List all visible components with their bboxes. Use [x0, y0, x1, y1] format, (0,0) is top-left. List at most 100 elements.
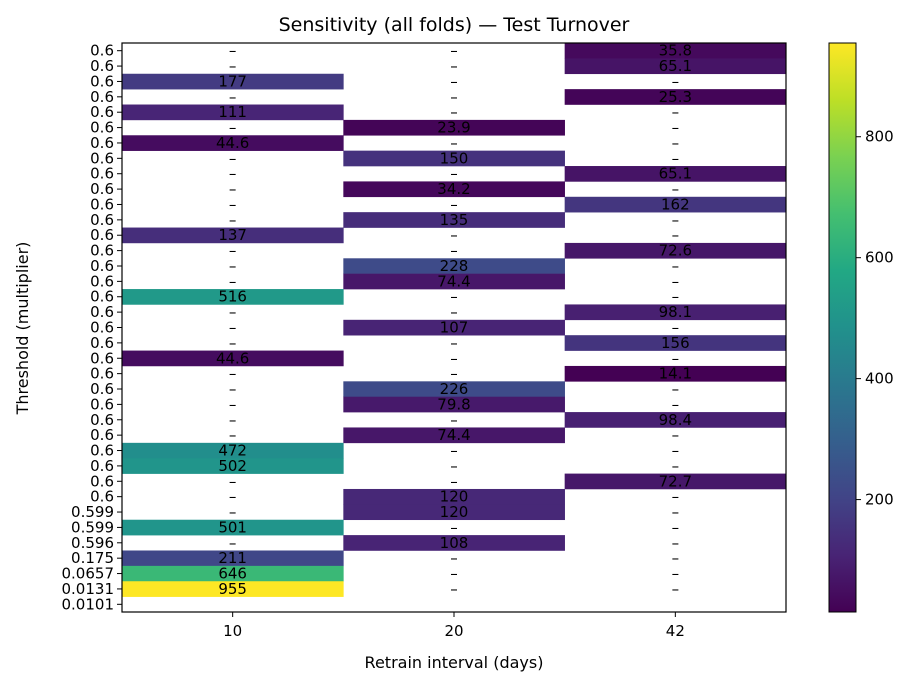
cell-missing-label: – [229, 319, 237, 337]
heatmap-cell [122, 519, 344, 536]
cell-missing-label: – [450, 442, 458, 460]
cell-missing-label: – [229, 211, 237, 229]
y-tick-label: 0.6 [90, 334, 114, 352]
cell-value-label: 72.7 [659, 472, 692, 490]
y-tick-label: 0.6 [90, 180, 114, 198]
colorbar-tick-label: 600 [865, 249, 894, 267]
y-tick-label: 0.6 [90, 88, 114, 106]
y-tick-label: 0.6 [90, 365, 114, 383]
cell-missing-label: – [229, 180, 237, 198]
cell-value-label: 44.6 [216, 134, 249, 152]
cell-missing-label: – [450, 549, 458, 567]
y-tick-label: 0.6 [90, 395, 114, 413]
cell-missing-label: – [450, 42, 458, 60]
heatmap-cell [343, 535, 565, 551]
heatmap-cell [122, 135, 344, 151]
heatmap-cell [564, 365, 787, 382]
heatmap-cell [343, 150, 565, 167]
heatmap-cell [564, 166, 787, 182]
cell-value-label: 74.4 [437, 272, 470, 290]
cell-missing-label: – [450, 134, 458, 152]
heatmap-cell [564, 43, 787, 59]
cell-missing-label: – [229, 534, 237, 552]
heatmap-cell [564, 412, 787, 428]
y-tick-label: 0.6 [90, 226, 114, 244]
cell-missing-label: – [229, 488, 237, 506]
cell-value-label: 472 [218, 442, 247, 460]
cell-value-label: 137 [218, 226, 247, 244]
heatmap-cell [343, 212, 565, 228]
heatmap-cell [122, 227, 344, 244]
y-tick-label: 0.6 [90, 257, 114, 275]
cell-missing-label: – [672, 349, 680, 367]
cell-value-label: 65.1 [659, 165, 692, 183]
cell-value-label: 25.3 [659, 88, 692, 106]
colorbar-ticks: 200 400 600 800 [856, 128, 894, 509]
cell-value-label: 14.1 [659, 365, 692, 383]
cell-missing-label: – [229, 334, 237, 352]
cell-missing-label: – [450, 288, 458, 306]
cell-missing-label: – [450, 457, 458, 475]
cell-value-label: 74.4 [437, 426, 470, 444]
cell-missing-label: – [672, 488, 680, 506]
y-tick-label: 0.596 [71, 534, 114, 552]
cell-missing-label: – [672, 134, 680, 152]
y-tick-label: 0.599 [71, 518, 114, 536]
heatmap-cell [564, 196, 787, 213]
cell-missing-label: – [672, 549, 680, 567]
cell-missing-label: – [450, 349, 458, 367]
cell-missing-label: – [229, 195, 237, 213]
cell-missing-label: – [672, 457, 680, 475]
heatmap-cell [564, 242, 787, 259]
heatmap-cell [343, 504, 565, 521]
cell-value-label: 501 [218, 518, 247, 536]
cell-missing-label: – [450, 72, 458, 90]
cell-missing-label: – [229, 380, 237, 398]
cell-missing-label: – [672, 180, 680, 198]
cell-missing-label: – [672, 380, 680, 398]
y-tick-label: 0.6 [90, 165, 114, 183]
y-tick-label: 0.6 [90, 72, 114, 90]
cell-missing-label: – [450, 103, 458, 121]
heatmap-cell [343, 258, 565, 274]
cell-missing-label: – [450, 334, 458, 352]
heatmap-cell [343, 319, 565, 336]
y-tick-label: 0.6 [90, 119, 114, 137]
colorbar-tick-label: 200 [865, 491, 894, 509]
cell-value-label: 177 [218, 72, 247, 90]
y-tick-label: 0.6 [90, 42, 114, 60]
heatmap-cell [122, 289, 344, 305]
heatmap-cell [343, 427, 565, 444]
y-tick-label: 0.175 [71, 549, 114, 567]
cell-missing-label: – [229, 365, 237, 383]
cell-value-label: 44.6 [216, 349, 249, 367]
y-tick-label: 0.6 [90, 211, 114, 229]
cell-missing-label: – [672, 211, 680, 229]
heatmap-cell [122, 458, 344, 474]
cell-missing-label: – [229, 88, 237, 106]
cell-value-label: 34.2 [437, 180, 470, 198]
cell-value-label: 23.9 [437, 119, 470, 137]
heatmap-cell [122, 550, 344, 567]
heatmap-cell [564, 335, 787, 351]
cell-missing-label: – [450, 226, 458, 244]
cell-value-label: 955 [218, 580, 247, 598]
cell-value-label: 65.1 [659, 57, 692, 75]
x-axis-label: Retrain interval (days) [365, 653, 544, 672]
cell-missing-label: – [672, 149, 680, 167]
cell-value-label: 120 [440, 488, 469, 506]
cell-value-label: 156 [661, 334, 690, 352]
cell-missing-label: – [672, 103, 680, 121]
y-tick-label: 0.6 [90, 57, 114, 75]
heatmap-cell [122, 104, 344, 121]
heatmap-cell [343, 273, 565, 290]
cell-value-label: 150 [440, 149, 469, 167]
colorbar-tick-label: 800 [865, 128, 894, 146]
heatmap-cell [122, 73, 344, 90]
y-tick-label: 0.6 [90, 442, 114, 460]
cell-missing-label: – [672, 442, 680, 460]
y-tick-label: 0.6 [90, 319, 114, 337]
y-axis-ticks: 0.60.60.60.60.60.60.60.60.60.60.60.60.60… [62, 42, 122, 613]
heatmap-cell [343, 488, 565, 505]
